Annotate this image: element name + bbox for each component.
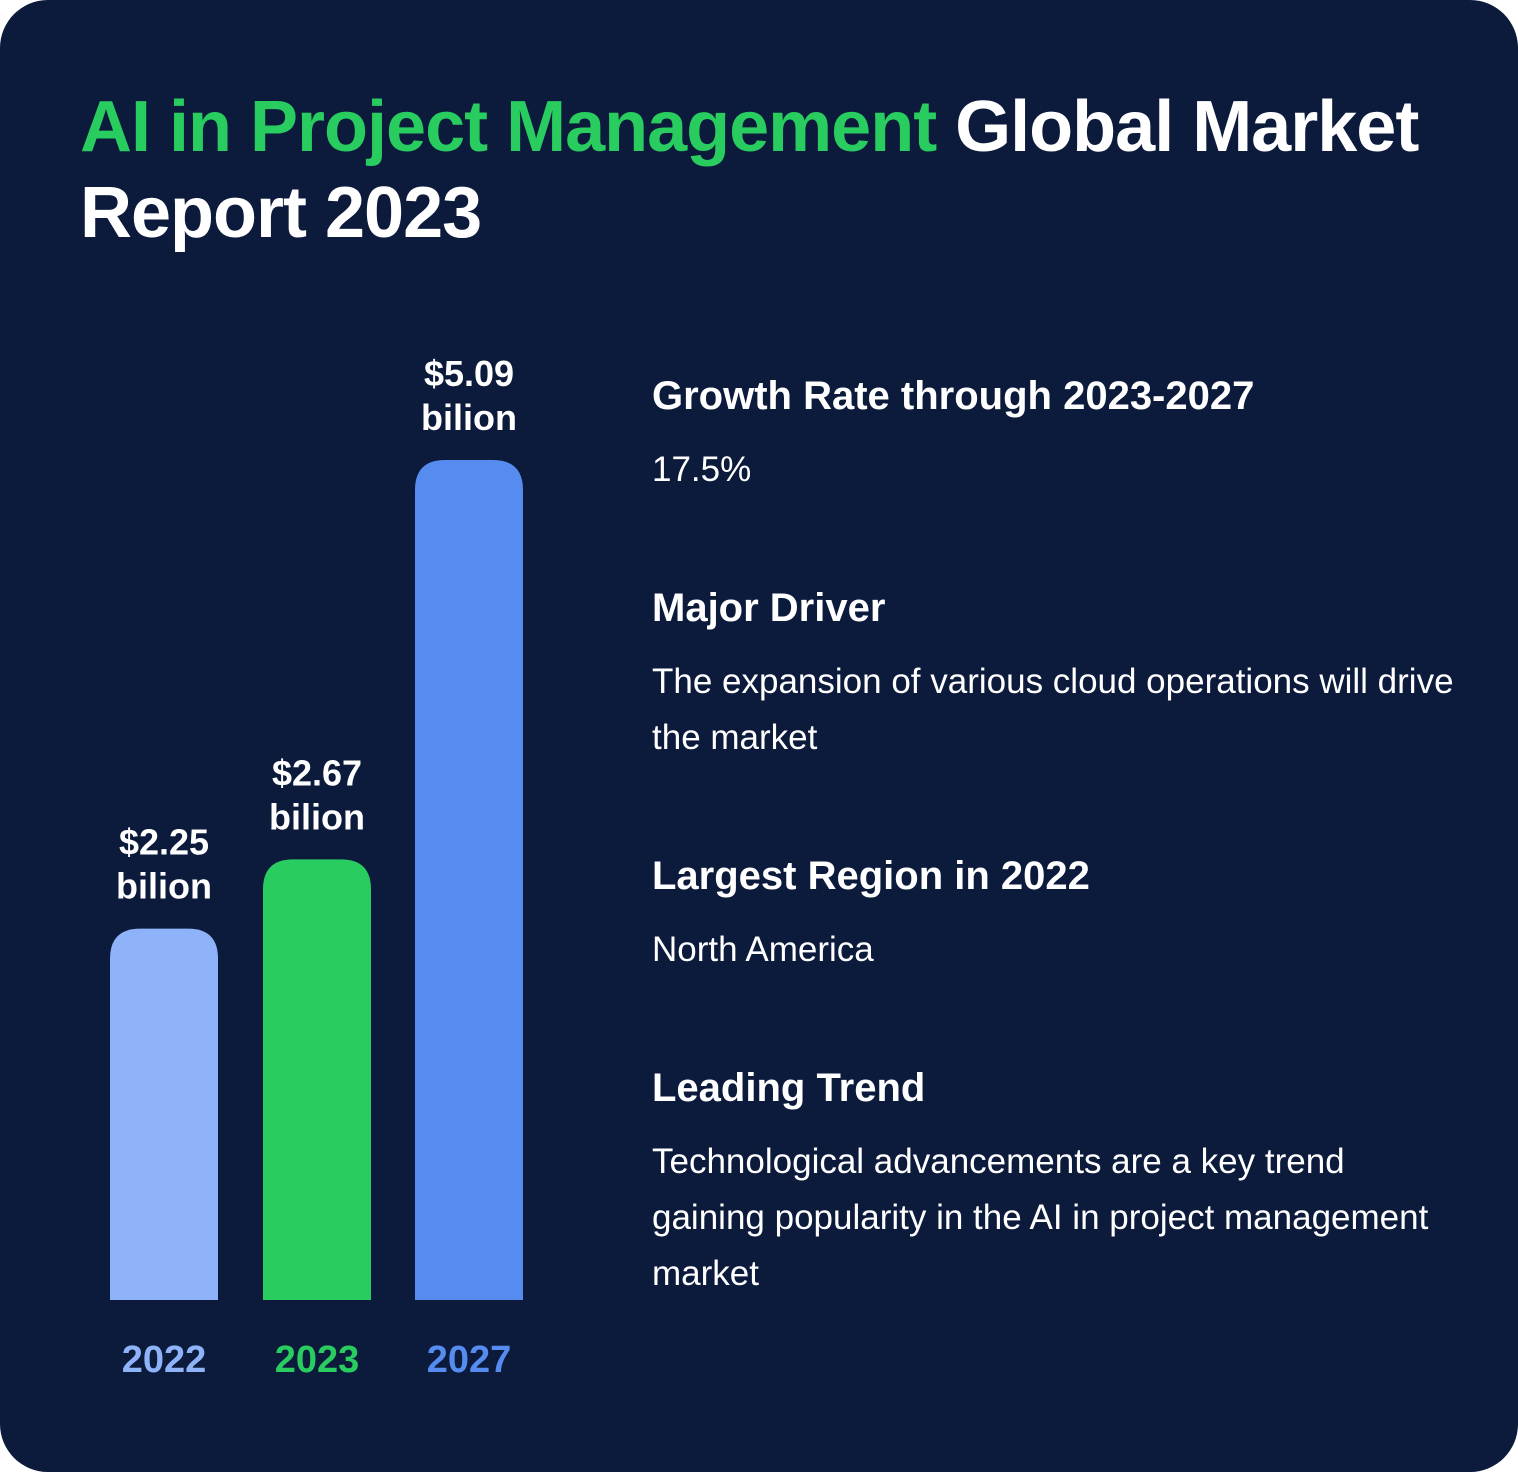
fact-text: The expansion of various cloud operation… — [652, 662, 1454, 757]
title-rest: Global Market Report 2023 — [80, 87, 1419, 253]
bar-2027 — [415, 460, 523, 1300]
market-size-bar-chart: $2.25bilion2022$2.67bilion2023$5.09bilio… — [110, 353, 523, 1381]
bar-unit-label: bilion — [269, 796, 365, 837]
fact-leading-trend: Leading Trend Technological advancements… — [652, 1064, 1462, 1302]
page-title: AI in Project Management Global Market R… — [80, 84, 1460, 256]
fact-text: Technological advancements are a key tre… — [652, 1142, 1429, 1293]
bar-value-label: $5.09 — [424, 353, 514, 394]
fact-heading: Largest Region in 2022 — [652, 854, 1090, 898]
fact-heading: Major Driver — [652, 586, 886, 630]
fact-text: North America — [652, 930, 874, 969]
bar-2023 — [263, 859, 371, 1300]
fact-largest-region: Largest Region in 2022 North America — [652, 852, 1462, 978]
bar-unit-label: bilion — [421, 397, 517, 438]
category-label: 2023 — [275, 1339, 360, 1381]
category-label: 2022 — [122, 1339, 207, 1381]
fact-growth-rate: Growth Rate through 2023-2027 17.5% — [652, 372, 1462, 498]
category-label: 2027 — [427, 1339, 512, 1381]
fact-major-driver: Major Driver The expansion of various cl… — [652, 584, 1462, 766]
fact-heading: Growth Rate through 2023-2027 — [652, 374, 1255, 418]
fact-text: 17.5% — [652, 450, 752, 489]
bar-unit-label: bilion — [116, 866, 212, 907]
title-accent: AI in Project Management — [80, 87, 937, 167]
bar-value-label: $2.25 — [119, 822, 209, 863]
bar-value-label: $2.67 — [272, 752, 362, 793]
bar-2022 — [110, 928, 218, 1300]
fact-heading: Leading Trend — [652, 1066, 926, 1110]
